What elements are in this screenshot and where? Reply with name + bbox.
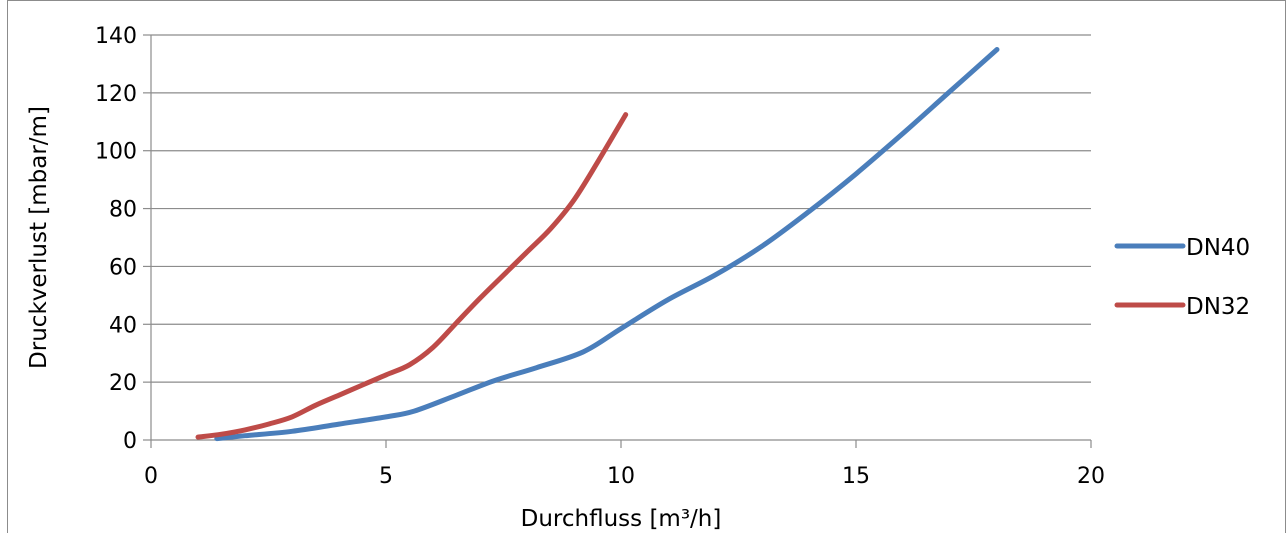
axes [143,34,1092,448]
x-tick-label: 0 [144,464,158,489]
x-tick-label: 20 [1077,464,1105,489]
y-tick-label: 100 [95,140,137,165]
y-axis-title: Druckverlust [mbar/m] [26,106,52,369]
legend: DN40 DN32 [1114,235,1250,320]
series-lines [195,47,1000,442]
y-tick-label: 140 [95,24,137,49]
x-axis-title: Durchfluss [m³/h] [521,506,722,532]
series-line-dn40 [214,47,1000,442]
x-tick-label: 5 [379,464,393,489]
x-tick-label: 10 [607,464,635,489]
legend-label-dn40: DN40 [1186,235,1250,261]
y-tick-label: 0 [123,429,137,454]
chart-frame [7,0,1286,533]
series-line-dn32 [195,112,629,440]
legend-label-dn32: DN32 [1186,294,1250,320]
y-tick-label: 60 [109,255,137,280]
y-tick-label: 80 [109,198,137,223]
tick-labels: 0 20 40 60 80 100 120 140 0 5 10 15 20 [95,24,1105,489]
y-tick-label: 40 [109,313,137,338]
y-tick-label: 120 [95,82,137,107]
gridlines [151,34,1091,383]
y-tick-label: 20 [109,371,137,396]
x-tick-label: 15 [842,464,870,489]
